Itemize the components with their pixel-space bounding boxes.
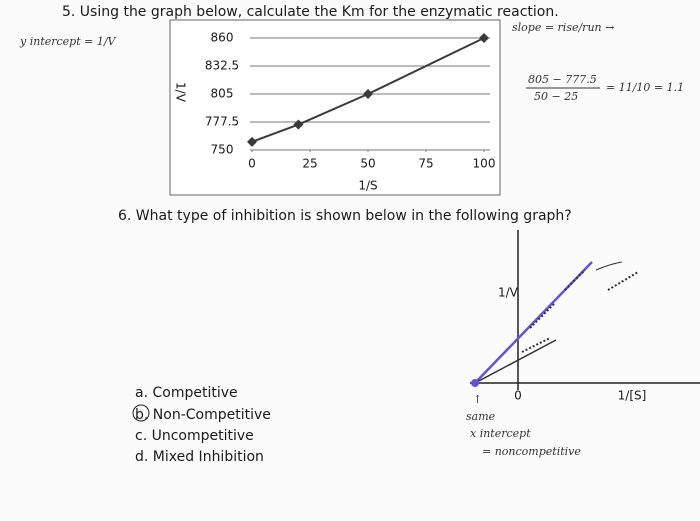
option: a. Competitive [135, 385, 238, 401]
x-tick-label: 75 [418, 157, 433, 171]
note: 50 − 25 [534, 90, 578, 103]
y-tick-label: 750 [211, 143, 234, 157]
option: c. Uncompetitive [135, 428, 254, 444]
note: = noncompetitive [482, 445, 581, 458]
note: x intercept [470, 427, 531, 440]
note: y intercept = 1/V [19, 35, 117, 48]
option: b. Non-Competitive [135, 407, 271, 423]
note: slope = rise/run → [512, 21, 614, 34]
note: ↑ [473, 393, 482, 406]
origin-label: 0 [514, 389, 522, 403]
x-tick-label: 50 [360, 157, 375, 171]
y-tick-label: 860 [211, 31, 234, 45]
option: d. Mixed Inhibition [135, 449, 264, 465]
x-tick-label: 25 [302, 157, 317, 171]
note: 805 − 777.5 [528, 73, 597, 86]
data-line [251, 37, 485, 143]
inhibited-line [474, 261, 593, 384]
note: = 11/10 = 1.1 [606, 81, 684, 94]
x-tick-label: 100 [473, 157, 496, 171]
answer-circle [132, 404, 150, 422]
y-tick-label: 777.5 [205, 115, 239, 129]
x-axis-label: 1/S [358, 179, 377, 193]
data-point [363, 89, 373, 99]
x-tick-label: 0 [248, 157, 256, 171]
y-tick-label: 832.5 [205, 59, 239, 73]
normal-line [474, 339, 557, 384]
data-point [479, 33, 489, 43]
question-6: 6. What type of inhibition is shown belo… [118, 208, 572, 224]
y-axis-label: 1/V [498, 286, 519, 300]
scribble [521, 269, 639, 353]
question-5: 5. Using the graph below, calculate the … [62, 4, 559, 20]
y-axis-label: 1/V [174, 82, 188, 103]
x-axis-label: 1/[S] [618, 389, 647, 403]
intercept-dot [471, 379, 479, 387]
y-tick-label: 805 [211, 87, 234, 101]
note: same [466, 410, 496, 423]
scribble [595, 261, 623, 271]
data-point [293, 119, 304, 130]
data-point [247, 136, 257, 147]
